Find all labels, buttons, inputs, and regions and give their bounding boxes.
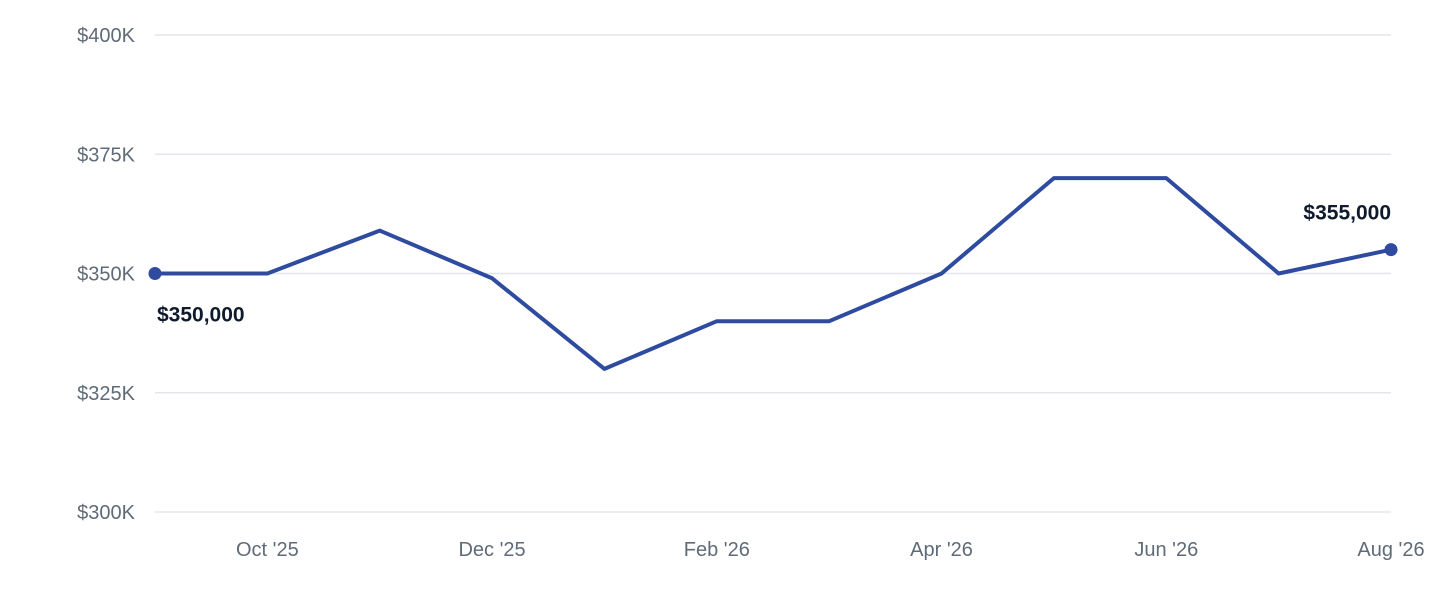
x-tick-label: Jun '26: [1134, 539, 1198, 561]
data-label: $350,000: [157, 304, 245, 327]
data-label: $355,000: [1303, 202, 1391, 225]
x-tick-label: Dec '25: [458, 539, 525, 561]
y-axis-ticks: $400K $375K $350K $325K $300K: [77, 25, 135, 524]
y-tick-label: $375K: [77, 144, 135, 166]
x-tick-label: Aug '26: [1357, 539, 1424, 561]
gridlines: [155, 34, 1391, 513]
data-labels: $350,000 $355,000: [157, 202, 1391, 327]
data-point-marker[interactable]: [1384, 243, 1398, 257]
y-tick-label: $350K: [77, 264, 135, 286]
y-tick-label: $400K: [77, 25, 135, 47]
y-tick-label: $300K: [77, 502, 135, 524]
x-tick-label: Oct '25: [236, 539, 299, 561]
data-point-marker[interactable]: [148, 267, 162, 280]
x-tick-label: Feb '26: [684, 539, 750, 561]
y-tick-label: $325K: [77, 383, 135, 405]
series: [148, 176, 1398, 371]
x-tick-label: Apr '26: [910, 539, 973, 561]
series-line: [153, 176, 1393, 371]
x-axis-ticks: Oct '25 Dec '25 Feb '26 Apr '26 Jun '26 Aug '…: [236, 539, 1425, 561]
